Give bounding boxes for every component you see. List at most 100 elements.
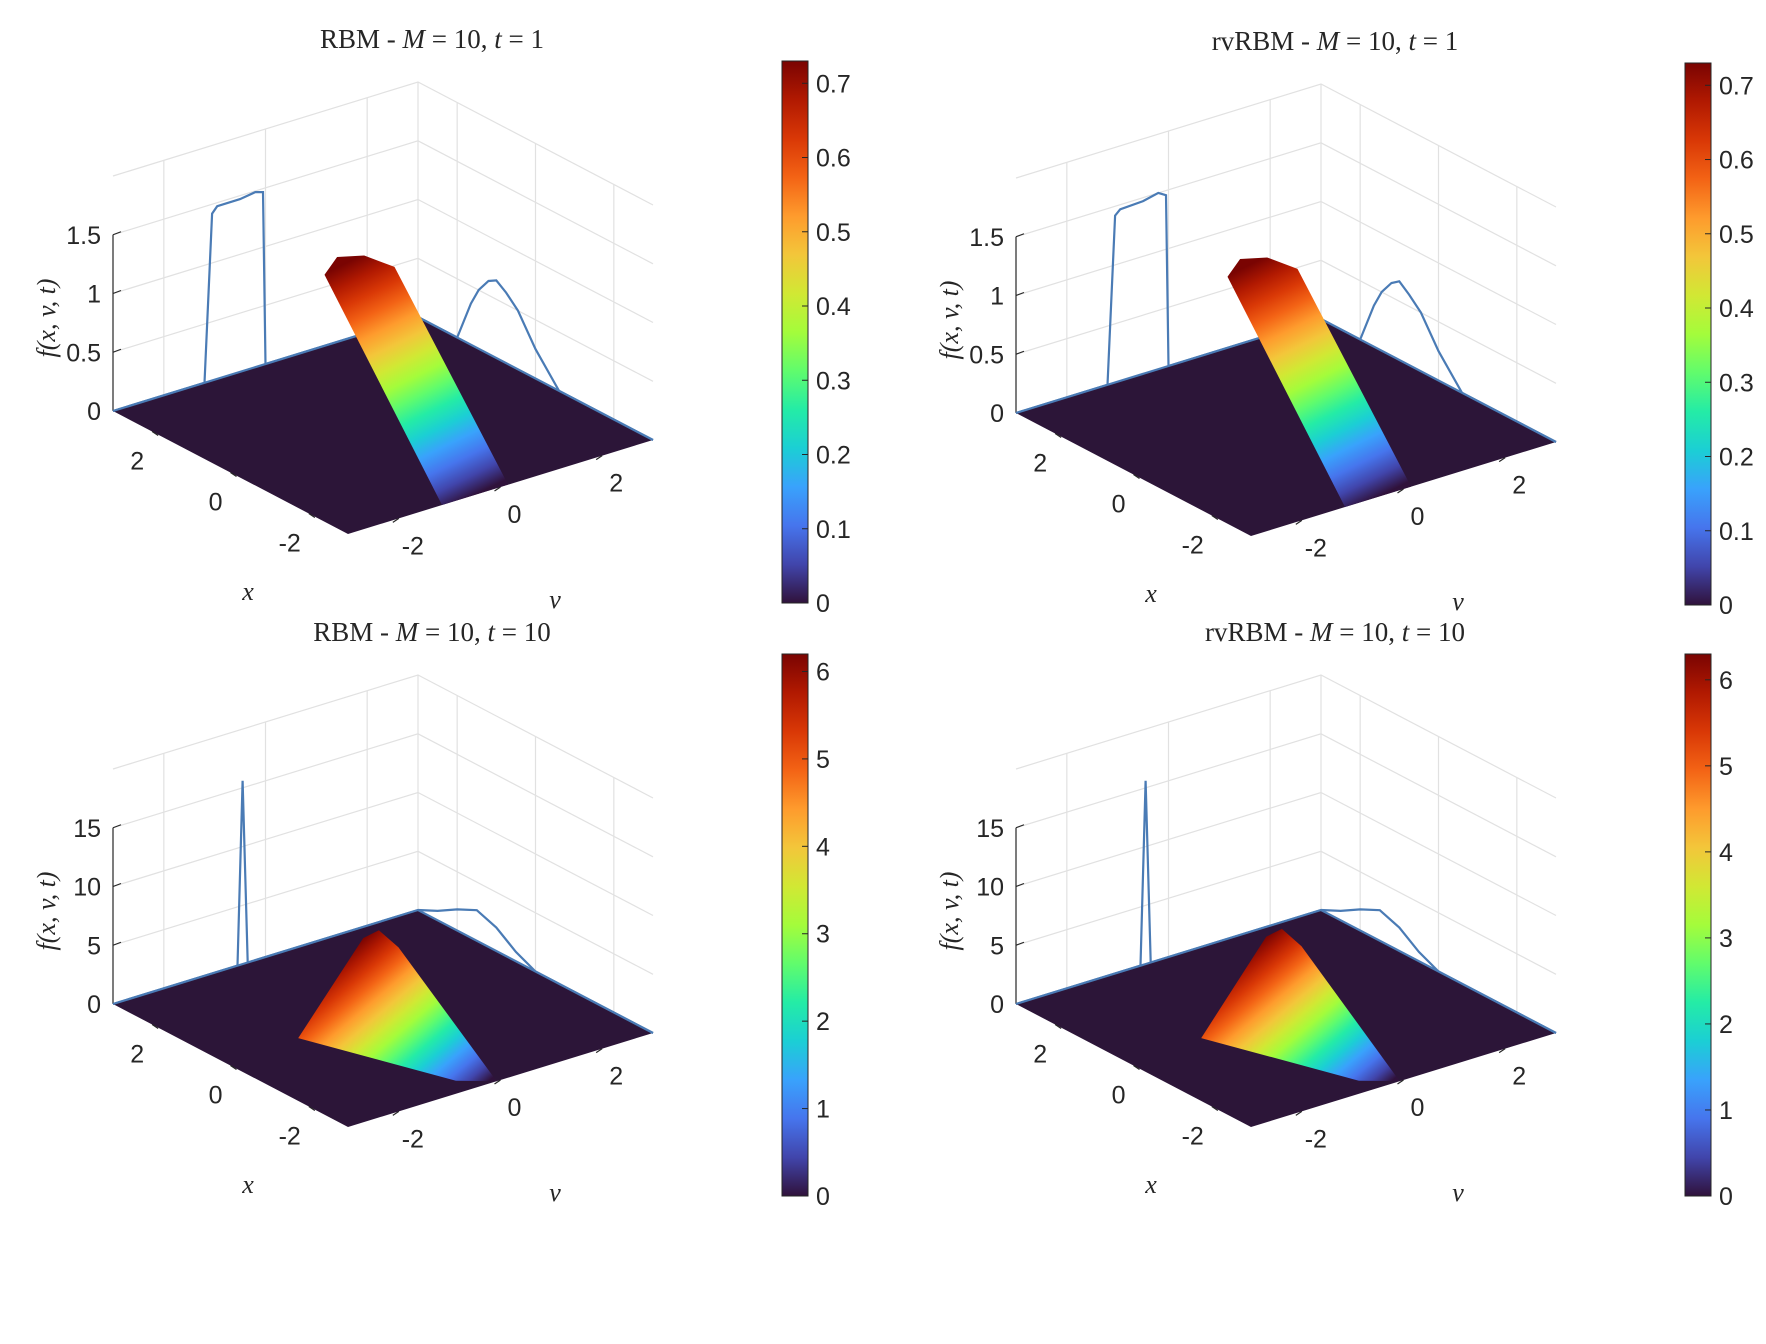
colorbar: 0 0.1 0.2 0.3 0.4 0.5 0.6 0.7 bbox=[1684, 62, 1754, 620]
title-part: = 10, bbox=[1333, 617, 1402, 647]
colorbar-gradient bbox=[781, 653, 809, 1197]
v-tick-label: 0 bbox=[1411, 1094, 1425, 1122]
x-tick-label: -2 bbox=[1182, 532, 1204, 560]
v-axis: -2 0 2 bbox=[392, 455, 623, 560]
title-part: rvRBM - bbox=[1212, 26, 1317, 56]
chart-title: RBM - M = 10, t = 1 bbox=[320, 24, 544, 54]
title-part: M bbox=[395, 617, 420, 647]
colorbar-tick-label: 0 bbox=[816, 1183, 830, 1211]
z-tick-label: 5 bbox=[87, 932, 101, 960]
colorbar-tick-label: 0.3 bbox=[1719, 369, 1754, 397]
colorbar-tick-label: 6 bbox=[1719, 667, 1733, 695]
colorbar-gradient bbox=[1684, 653, 1712, 1197]
v-axis: -2 0 2 bbox=[1295, 457, 1526, 562]
title-part: = 1 bbox=[1416, 26, 1458, 56]
z-tick-label: 0.5 bbox=[969, 341, 1004, 369]
colorbar-tick-label: 0.6 bbox=[816, 145, 851, 173]
x-tick-label: 2 bbox=[130, 1041, 144, 1069]
x-axis-label: x bbox=[241, 577, 254, 606]
z-axis: 0 0.5 1 1.5 bbox=[66, 222, 122, 426]
x-axis-label: x bbox=[1144, 1170, 1157, 1199]
colorbar-tick-label: 0.5 bbox=[1719, 221, 1754, 249]
x-tick-label: -2 bbox=[1182, 1123, 1204, 1151]
v-tick-label: -2 bbox=[1305, 534, 1327, 562]
z-tick-label: 0.5 bbox=[66, 339, 101, 367]
surface-hump bbox=[1227, 257, 1412, 507]
title-part: M bbox=[1316, 26, 1341, 56]
projection-curve-x bbox=[1320, 908, 1557, 1034]
v-tick-label: -2 bbox=[1305, 1125, 1327, 1153]
x-tick-label: 2 bbox=[1033, 1041, 1047, 1069]
z-tick-label: 15 bbox=[73, 815, 101, 843]
colorbar-tick-label: 0 bbox=[1719, 1183, 1733, 1211]
title-part: rvRBM - bbox=[1205, 617, 1310, 647]
v-tick-label: 0 bbox=[508, 1094, 522, 1122]
colorbar-gradient bbox=[1684, 62, 1712, 606]
title-part: = 10, bbox=[418, 617, 487, 647]
colorbar-tick-label: 1 bbox=[1719, 1097, 1733, 1125]
colorbar-tick-label: 6 bbox=[816, 658, 830, 686]
x-tick-label: 2 bbox=[130, 448, 144, 476]
x-tick-label: 0 bbox=[1112, 1082, 1126, 1110]
title-part: RBM - bbox=[320, 24, 403, 54]
z-tick-label: 15 bbox=[976, 815, 1004, 843]
colorbar-tick-label: 3 bbox=[1719, 925, 1733, 953]
colorbar-tick-label: 0.1 bbox=[816, 516, 851, 544]
title-part: = 10, bbox=[425, 24, 494, 54]
colorbar-tick-label: 2 bbox=[1719, 1011, 1733, 1039]
x-axis-label: x bbox=[241, 1170, 254, 1199]
colorbar-tick-label: 0.6 bbox=[1719, 147, 1754, 175]
v-axis: -2 0 2 bbox=[1295, 1048, 1526, 1153]
z-axis-label: f(x, v, t) bbox=[32, 872, 61, 951]
colorbar-tick-label: 2 bbox=[816, 1008, 830, 1036]
title-part: = 10 bbox=[495, 617, 551, 647]
colorbar-tick-label: 0 bbox=[1719, 592, 1733, 620]
colorbar: 0 1 2 3 4 5 6 bbox=[781, 653, 830, 1211]
x-axis: -2 0 2 bbox=[130, 1024, 316, 1151]
colorbar-tick-label: 0.4 bbox=[1719, 295, 1754, 323]
floor-edge bbox=[1015, 908, 1557, 1034]
surface-floor bbox=[1016, 319, 1556, 536]
v-tick-label: 0 bbox=[1411, 503, 1425, 531]
v-tick-label: 2 bbox=[1512, 1063, 1526, 1091]
x-tick-label: 0 bbox=[209, 489, 223, 517]
chart-title: rvRBM - M = 10, t = 1 bbox=[1212, 26, 1459, 56]
projection-curve-x bbox=[417, 908, 654, 1034]
z-tick-label: 0 bbox=[990, 991, 1004, 1019]
colorbar-tick-label: 0.7 bbox=[816, 70, 851, 98]
title-part: t bbox=[494, 24, 503, 54]
x-axis: -2 0 2 bbox=[130, 431, 316, 558]
projection-curve-x bbox=[417, 279, 654, 441]
floor-edge bbox=[112, 908, 654, 1034]
x-axis: -2 0 2 bbox=[1033, 433, 1219, 560]
surface-hump bbox=[298, 930, 497, 1082]
v-axis-label: v bbox=[549, 585, 561, 614]
x-axis-label: x bbox=[1144, 579, 1157, 608]
z-axis-label: f(x, v, t) bbox=[935, 872, 964, 951]
colorbar-tick-label: 0.3 bbox=[816, 367, 851, 395]
colorbar-tick-label: 0.1 bbox=[1719, 518, 1754, 546]
colorbar-tick-label: 3 bbox=[816, 921, 830, 949]
v-axis-label: v bbox=[1452, 587, 1464, 616]
z-tick-label: 0 bbox=[990, 400, 1004, 428]
colorbar-gradient bbox=[781, 60, 809, 604]
title-part: = 10 bbox=[1409, 617, 1465, 647]
colorbar-tick-label: 0.2 bbox=[816, 442, 851, 470]
colorbar-tick-label: 4 bbox=[816, 833, 830, 861]
v-axis-label: v bbox=[1452, 1178, 1464, 1207]
colorbar-tick-label: 0 bbox=[816, 590, 830, 618]
z-tick-label: 1 bbox=[990, 283, 1004, 311]
chart-title: RBM - M = 10, t = 10 bbox=[313, 617, 551, 647]
x-tick-label: -2 bbox=[279, 530, 301, 558]
colorbar-tick-label: 4 bbox=[1719, 839, 1733, 867]
x-tick-label: -2 bbox=[279, 1123, 301, 1151]
title-part: M bbox=[402, 24, 427, 54]
title-part: t bbox=[488, 617, 497, 647]
colorbar: 0 1 2 3 4 5 6 bbox=[1684, 653, 1733, 1211]
v-tick-label: 2 bbox=[609, 470, 623, 498]
z-tick-label: 1.5 bbox=[969, 224, 1004, 252]
v-axis: -2 0 2 bbox=[392, 1048, 623, 1153]
